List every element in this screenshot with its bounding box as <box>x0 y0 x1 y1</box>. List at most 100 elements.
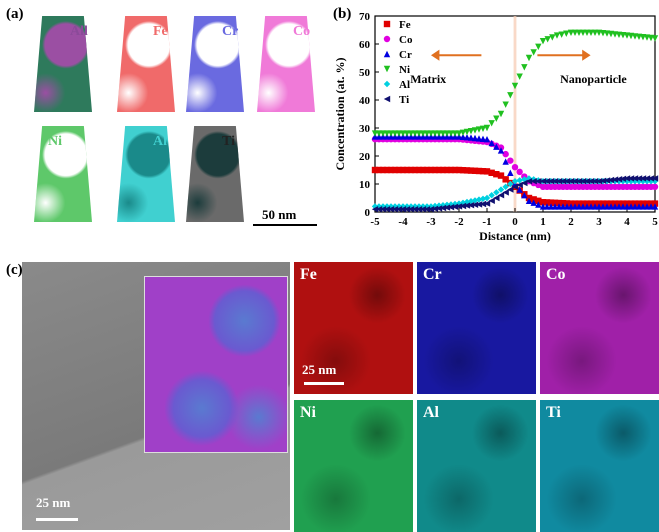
point-ti <box>651 175 659 182</box>
point-ti <box>587 178 595 185</box>
point-cr <box>583 203 591 210</box>
point-ti <box>547 178 555 185</box>
point-al <box>423 203 431 210</box>
point-cr <box>619 203 627 210</box>
point-ti <box>379 206 387 213</box>
point-ni <box>497 110 505 118</box>
point-al <box>463 198 471 206</box>
point-ni <box>493 115 500 122</box>
x-tick-label: -3 <box>426 216 436 228</box>
point-ti <box>559 178 567 185</box>
legend-label-al: Al <box>399 79 410 91</box>
point-cr <box>563 203 571 210</box>
point-fe <box>530 196 537 203</box>
x-tick-label: 2 <box>568 216 574 228</box>
point-ni <box>558 31 565 38</box>
point-al <box>415 203 423 210</box>
point-ti <box>647 175 655 182</box>
tip-label-ti: Ti <box>222 134 235 149</box>
point-co <box>651 183 659 190</box>
point-al <box>427 203 435 210</box>
point-ti <box>502 189 509 196</box>
x-tick-label: 4 <box>624 216 630 228</box>
point-cr <box>539 203 547 210</box>
point-cr <box>475 135 483 142</box>
point-fe <box>475 167 483 175</box>
point-fe <box>379 166 387 174</box>
point-fe <box>407 166 415 174</box>
point-cr <box>525 197 533 204</box>
point-ni <box>502 101 509 108</box>
point-al <box>391 203 399 210</box>
point-cr <box>575 203 583 210</box>
point-al <box>507 180 514 188</box>
legend-marker-ti <box>383 95 391 103</box>
point-co <box>516 168 523 176</box>
point-fe <box>423 166 431 174</box>
point-cr <box>607 203 615 210</box>
x-tick-label: -2 <box>454 216 464 228</box>
point-ni <box>549 34 556 41</box>
point-cr <box>471 134 479 142</box>
point-cr <box>627 203 635 210</box>
point-ti <box>635 175 643 182</box>
point-ti <box>525 178 533 185</box>
point-ti <box>539 178 547 185</box>
point-ni <box>544 36 551 43</box>
point-cr <box>651 203 659 210</box>
point-fe <box>391 166 399 174</box>
x-tick-label: 5 <box>652 216 658 228</box>
legend-label-ti: Ti <box>399 94 409 106</box>
point-ti <box>579 178 587 185</box>
point-cr <box>551 203 559 210</box>
x-tick-label: -4 <box>398 216 408 228</box>
point-al <box>511 178 519 185</box>
legend-marker-cr <box>383 50 391 58</box>
point-cr <box>493 143 500 150</box>
point-ni <box>535 43 542 50</box>
tip-ti <box>186 126 244 222</box>
tip-label-cr: Cr <box>222 24 239 39</box>
point-al <box>502 183 509 190</box>
point-ti <box>451 203 459 210</box>
point-ni <box>455 130 463 137</box>
panel-a-label: (a) <box>6 6 24 22</box>
legend-marker-ni <box>383 65 391 73</box>
point-ti <box>423 206 431 213</box>
x-tick-label: 3 <box>596 216 602 228</box>
point-ti <box>530 178 537 185</box>
y-tick-label: 50 <box>359 67 371 79</box>
point-fe <box>435 166 443 174</box>
point-ti <box>391 206 399 213</box>
matrix-label: Matrix <box>410 72 446 86</box>
map-label-ti: Ti <box>546 404 561 421</box>
point-ti <box>607 176 615 184</box>
panel-b-label: (b) <box>333 6 352 22</box>
y-tick-label: 10 <box>359 179 371 191</box>
legend-marker-fe <box>383 20 391 28</box>
point-ti <box>516 181 523 189</box>
legend-label-ni: Ni <box>399 64 410 76</box>
point-co <box>502 150 509 158</box>
matrix-arrow-head <box>431 49 440 61</box>
point-ti <box>383 206 391 213</box>
point-ti <box>643 175 651 182</box>
panel-a-scalebar <box>253 224 317 226</box>
point-ti <box>603 177 611 184</box>
point-al <box>387 203 395 210</box>
point-fe <box>551 199 559 206</box>
point-ni <box>488 120 495 127</box>
point-cr <box>591 203 599 210</box>
point-fe <box>443 166 451 174</box>
point-ti <box>447 204 455 211</box>
point-al <box>383 203 391 210</box>
point-fe <box>403 166 411 174</box>
point-cr <box>611 203 619 210</box>
tip-all <box>34 16 92 112</box>
point-ti <box>463 202 471 209</box>
map-label-fe: Fe <box>300 266 317 283</box>
point-cr <box>521 192 528 199</box>
tip-label-ni: Ni <box>48 134 62 149</box>
legend-label-co: Co <box>399 34 413 46</box>
panel-a-scalebar-label: 50 nm <box>262 207 297 222</box>
